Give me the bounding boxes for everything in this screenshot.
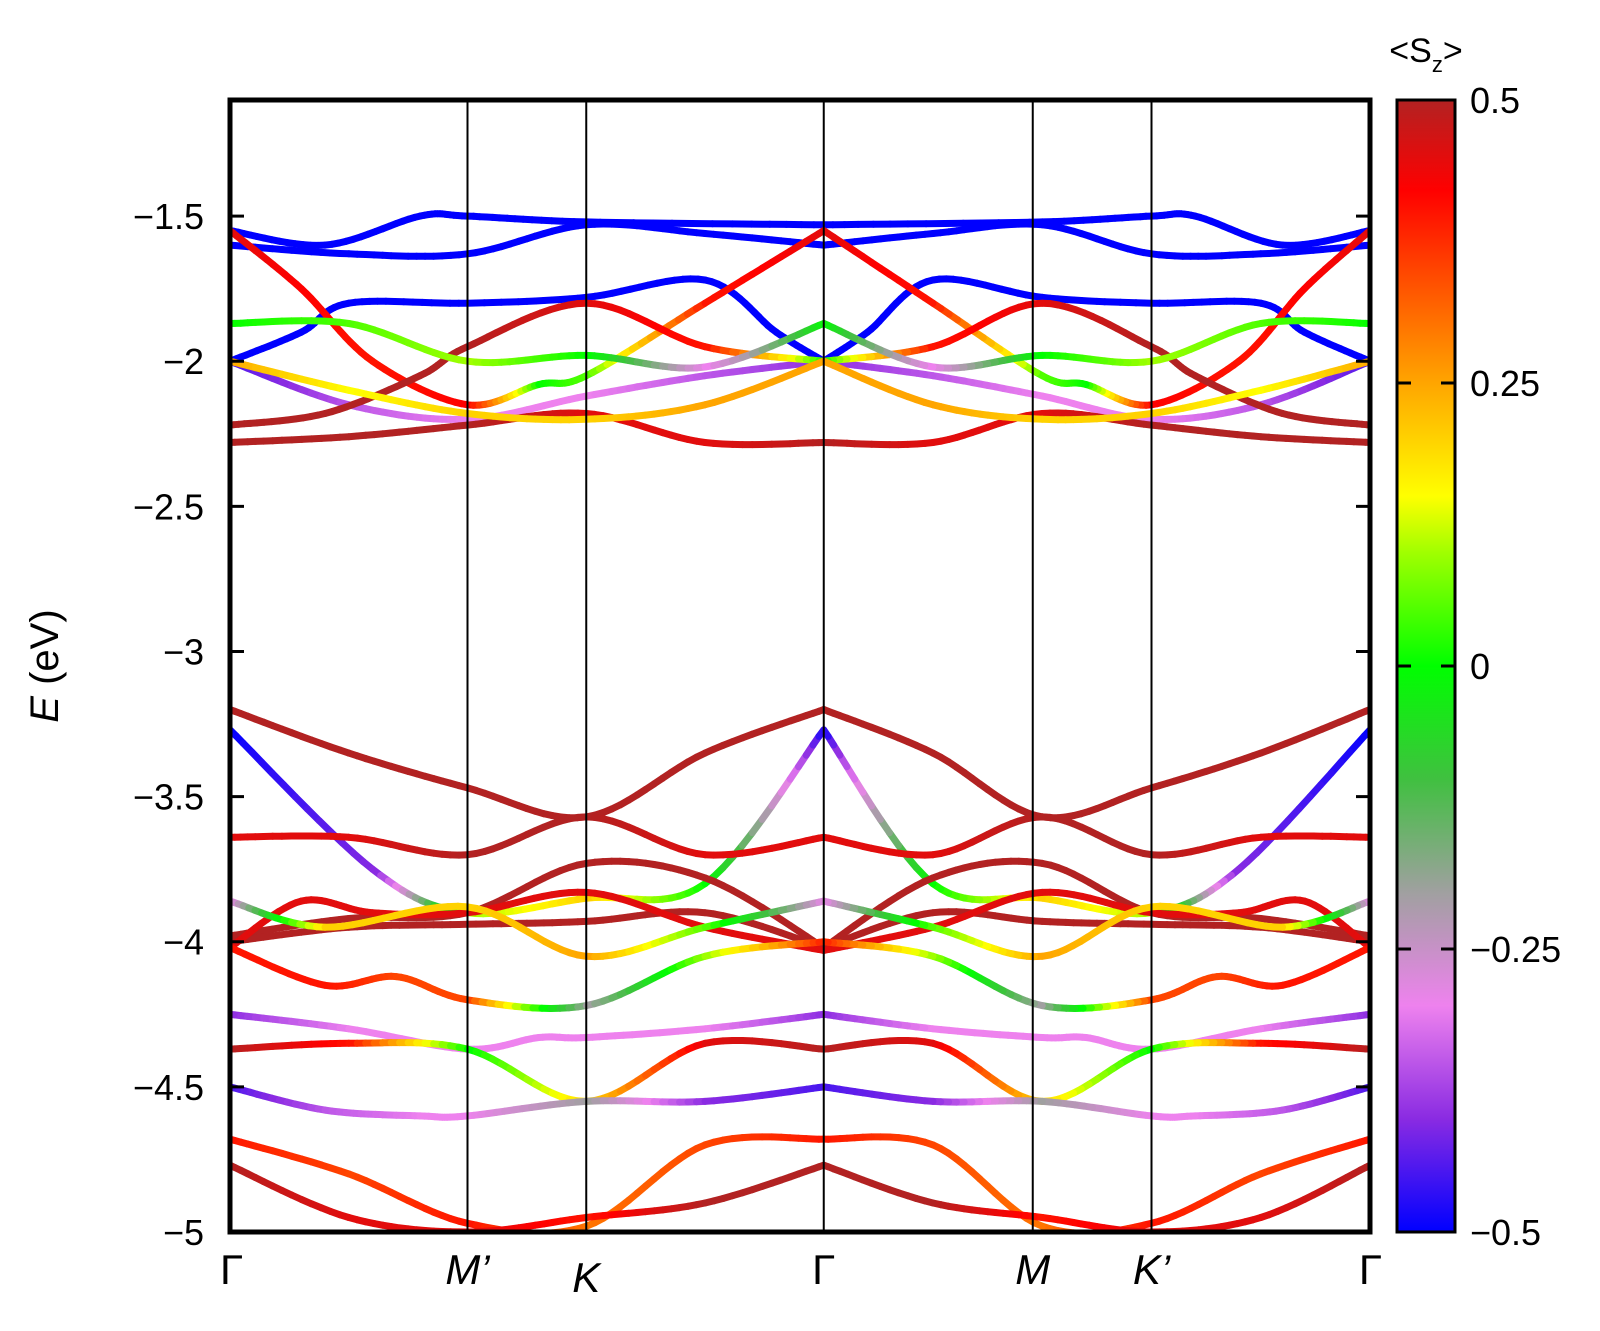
y-tick-label: −2: [163, 341, 204, 382]
y-tick-label: −4.5: [133, 1067, 204, 1108]
colorbar-title: <Sz>: [1389, 32, 1462, 77]
k-point-label: Γ: [1359, 1246, 1382, 1293]
y-tick-label: −1.5: [133, 196, 204, 237]
y-axis-variable: E: [23, 695, 67, 723]
colorbar-tick-label: 0: [1470, 646, 1490, 687]
band-8: [230, 317, 1370, 372]
band-lines: [230, 210, 1370, 1232]
k-point-label: Γ: [812, 1246, 835, 1293]
colorbar-tick-label: 0.25: [1470, 363, 1540, 404]
band-17: [230, 938, 1370, 1012]
colorbar-title-end: >: [1443, 32, 1463, 70]
k-point-label: K’: [1133, 1246, 1171, 1293]
k-point-label: Γ: [220, 1246, 243, 1293]
colorbar-ticks: 0.5 0.25 0 −0.25 −0.5: [1397, 80, 1561, 1253]
colorbar-tick-label: −0.25: [1470, 929, 1561, 970]
y-tick-label: −3: [163, 631, 204, 672]
colorbar-title-sub: z: [1432, 52, 1443, 77]
band-9: [230, 357, 1370, 424]
band-2: [230, 220, 1370, 260]
y-tick-label: −5: [163, 1212, 204, 1253]
band-20: [230, 1083, 1370, 1121]
colorbar-tick-label: 0.5: [1470, 80, 1520, 121]
k-point-labels: Γ M’ K Γ M K’ Γ: [220, 1246, 1382, 1301]
band-21: [230, 1133, 1370, 1232]
plot-frame: [227, 97, 1373, 1235]
band-11: [230, 706, 1370, 822]
y-tick-label: −3.5: [133, 777, 204, 818]
y-axis-title: E (eV): [23, 609, 67, 722]
k-point-label: M: [1015, 1246, 1050, 1293]
colorbar-title-main: <S: [1389, 32, 1432, 70]
band-3: [230, 275, 1370, 365]
band-1: [230, 210, 1370, 249]
k-point-label: K: [572, 1254, 602, 1301]
band-16: [230, 897, 1370, 961]
y-tick-label: −2.5: [133, 486, 204, 527]
band-10: [230, 726, 1370, 918]
colorbar-tick-label: −0.5: [1470, 1212, 1541, 1253]
k-point-label: M’: [445, 1246, 490, 1293]
band-12: [230, 813, 1370, 859]
y-tick-label: −4: [163, 922, 204, 963]
y-axis-unit: (eV): [23, 609, 67, 696]
k-point-separators: [466, 100, 1153, 1232]
y-axis-ticks: −1.5 −2 −2.5 −3 −3.5 −4 −4.5 −5: [133, 196, 1370, 1253]
